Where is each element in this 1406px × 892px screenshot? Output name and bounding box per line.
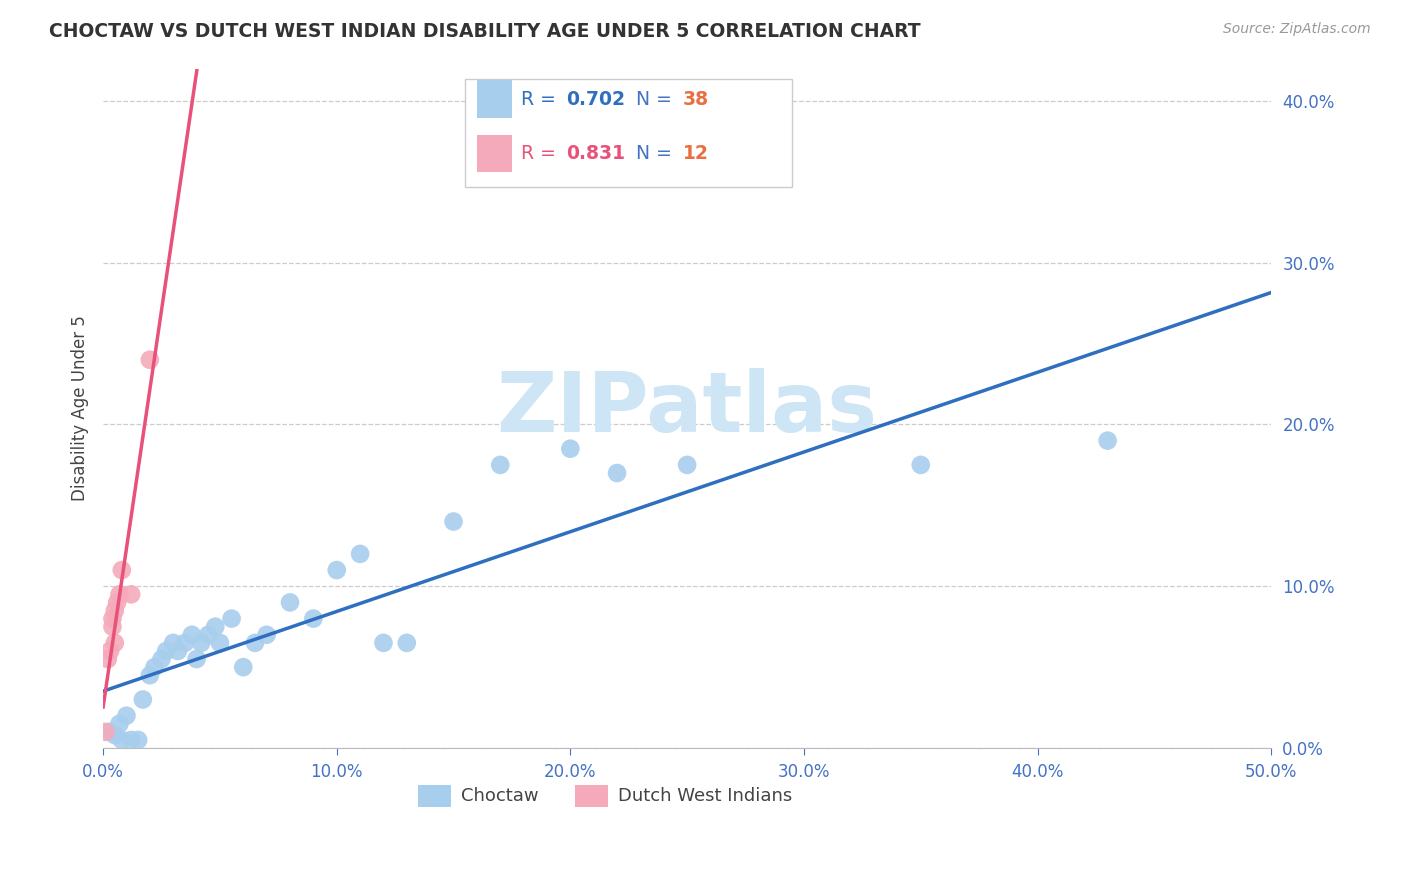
Point [108,716,131,731]
Text: 0.702: 0.702 [565,89,624,109]
Point [120,587,142,601]
Point [180,628,202,642]
Point [139,668,162,682]
Text: 0.831: 0.831 [565,144,624,163]
Point [1097,434,1119,448]
Point [98,724,121,739]
Y-axis label: Disability Age Under 5: Disability Age Under 5 [72,316,89,501]
Point [186,652,208,666]
Point [197,628,219,642]
FancyBboxPatch shape [477,80,512,118]
Text: N =: N = [636,89,678,109]
Legend: Choctaw, Dutch West Indians: Choctaw, Dutch West Indians [411,777,800,814]
Point [373,636,395,650]
Point [489,458,512,472]
Text: R =: R = [522,144,562,163]
Point [910,458,932,472]
Point [143,660,166,674]
Point [325,563,347,577]
Point [221,612,243,626]
Text: CHOCTAW VS DUTCH WEST INDIAN DISABILITY AGE UNDER 5 CORRELATION CHART: CHOCTAW VS DUTCH WEST INDIAN DISABILITY … [49,22,921,41]
Point [97,652,120,666]
Point [120,733,142,747]
Text: Source: ZipAtlas.com: Source: ZipAtlas.com [1223,22,1371,37]
Point [395,636,418,650]
Point [232,660,254,674]
Point [104,603,127,617]
FancyBboxPatch shape [465,78,792,187]
Point [127,733,149,747]
Text: R =: R = [522,89,562,109]
Text: ZIPatlas: ZIPatlas [496,368,877,449]
Point [208,636,231,650]
Point [560,442,582,456]
Point [94,724,117,739]
Point [278,595,301,609]
Point [105,595,128,609]
Point [150,652,173,666]
FancyBboxPatch shape [477,135,512,172]
Text: N =: N = [636,144,678,163]
Point [155,644,177,658]
Point [139,352,162,367]
Point [101,612,124,626]
Point [108,587,131,601]
Point [162,636,184,650]
Point [256,628,278,642]
Text: 38: 38 [682,89,709,109]
Point [443,515,465,529]
Point [104,728,127,742]
Point [115,708,138,723]
Point [606,466,628,480]
Point [98,644,121,658]
Point [676,458,699,472]
Point [104,636,127,650]
Point [167,644,190,658]
Point [111,563,134,577]
Point [111,733,134,747]
Point [349,547,371,561]
Point [302,612,325,626]
Point [132,692,155,706]
Point [101,620,124,634]
Text: 12: 12 [682,144,709,163]
Point [243,636,266,650]
Point [190,636,212,650]
Point [204,620,226,634]
Point [174,636,197,650]
